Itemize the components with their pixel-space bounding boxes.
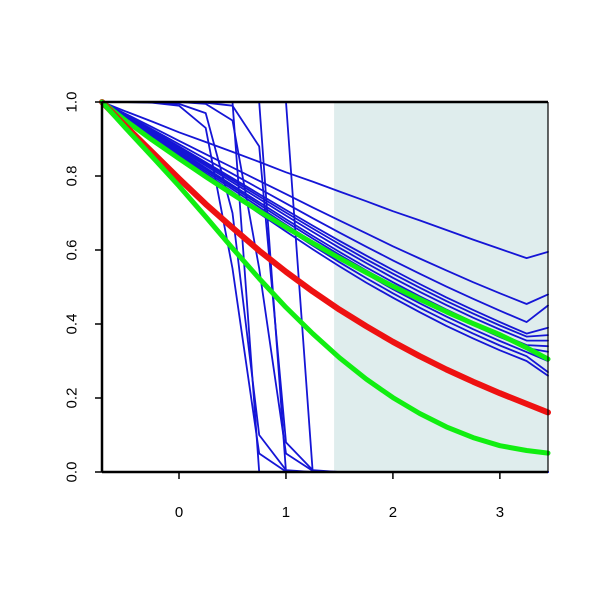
y-tick-label: 0.4 xyxy=(64,314,81,335)
series-line-10-blue xyxy=(101,101,549,324)
y-tick-label: 1.0 xyxy=(64,92,81,113)
series-line-8-blue xyxy=(101,101,549,260)
series-line-9-blue xyxy=(101,101,549,305)
series-line-21-green xyxy=(99,99,551,456)
shaded-region-layer xyxy=(334,102,548,472)
y-tick-label: 0.2 xyxy=(64,388,81,409)
series-line-13-blue xyxy=(101,101,549,342)
x-tick-label: 1 xyxy=(282,504,290,521)
y-tick-label: 0.6 xyxy=(64,240,81,261)
y-tick-label: 0.8 xyxy=(64,166,81,187)
y-tick-label: 0.0 xyxy=(64,462,81,483)
shaded-region xyxy=(334,102,548,472)
x-tick-label: 2 xyxy=(389,504,397,521)
x-tick-label: 3 xyxy=(496,504,504,521)
series-line-20-red xyxy=(99,99,551,416)
series-line-12-blue xyxy=(101,101,549,338)
x-tick-label: 0 xyxy=(175,504,183,521)
series-line-19-green xyxy=(99,99,551,362)
series-lines-layer xyxy=(99,99,551,473)
series-line-17-blue xyxy=(101,101,549,374)
axes-layer: 0 1 2 3 0.0 0.2 0.4 0.6 0.8 1.0 xyxy=(64,92,549,521)
